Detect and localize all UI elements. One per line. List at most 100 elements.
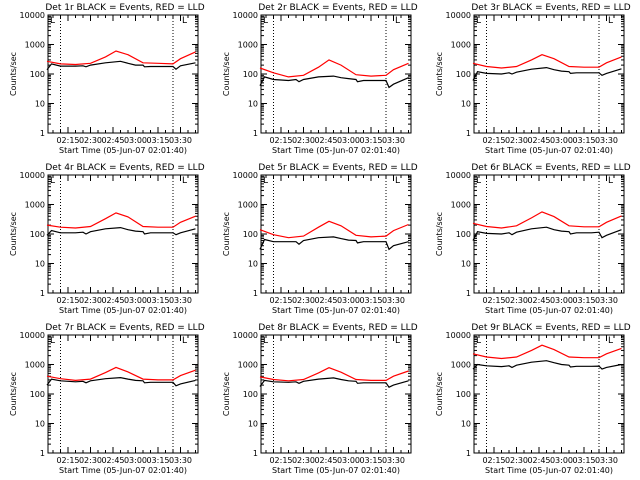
y-tick-label: 10 [35,260,45,269]
y-tick-label: 10000 [233,11,258,20]
corner-mark-left: L [50,176,55,186]
y-tick-label: 10000 [20,11,45,20]
x-tick-label: 02:15 [482,136,505,145]
corner-mark-right: L [395,336,400,346]
y-tick-label: 10000 [20,171,45,180]
y-tick-label: 10 [461,260,471,269]
corner-mark-right: L [608,336,613,346]
x-tick-label: 03:30 [169,456,192,465]
y-axis-title: Counts/sec [9,52,18,96]
corner-mark-left: L [476,176,481,186]
x-tick-label: 02:15 [269,136,292,145]
x-tick-label: 02:45 [527,136,550,145]
y-tick-label: 100 [456,70,471,79]
x-tick-label: 03:30 [595,296,618,305]
y-tick-label: 1 [40,449,45,458]
panel-title: Det 6r BLACK = Events, RED = LLD [471,163,630,173]
events-rate-line [259,236,409,251]
y-tick-label: 10 [248,420,258,429]
panel-det-2: Det 2r BLACK = Events, RED = LLD 1 10 100 10… [222,3,418,155]
panel-title: Det 1r BLACK = Events, RED = LLD [45,3,204,13]
corner-mark-left: L [50,16,55,26]
x-tick-label: 02:30 [505,296,528,305]
y-tick-label: 10000 [233,171,258,180]
x-tick-label: 02:45 [314,296,337,305]
x-tick-label: 02:45 [101,136,124,145]
y-tick-label: 10 [248,260,258,269]
y-axis-title: Counts/sec [222,212,231,256]
x-tick-label: 03:15 [572,136,595,145]
x-tick-label: 02:15 [269,296,292,305]
y-tick-label: 1 [253,129,258,138]
y-tick-label: 1000 [238,201,258,210]
panel-det-5: Det 5r BLACK = Events, RED = LLD 1 10 100 10… [222,163,418,315]
lld-rate-line [46,212,196,229]
panel-title: Det 3r BLACK = Events, RED = LLD [471,3,630,13]
y-tick-label: 100 [243,70,258,79]
y-tick-label: 10000 [446,331,471,340]
x-tick-label: 02:15 [56,136,79,145]
y-tick-label: 1 [40,129,45,138]
y-tick-label: 10000 [233,331,258,340]
y-tick-label: 10000 [20,331,45,340]
x-tick-label: 03:00 [550,136,573,145]
panel-det-4: Det 4r BLACK = Events, RED = LLD 1 10 100 10… [9,163,205,315]
y-tick-label: 1 [253,289,258,298]
x-tick-label: 03:15 [146,296,169,305]
corner-mark-left: L [476,16,481,26]
y-tick-label: 10 [35,420,45,429]
y-tick-label: 10 [35,100,45,109]
y-tick-label: 1 [253,449,258,458]
corner-mark-right: L [395,176,400,186]
y-tick-label: 1000 [238,41,258,50]
y-tick-label: 1 [466,449,471,458]
x-tick-label: 02:30 [79,296,102,305]
corner-mark-left: L [263,176,268,186]
panel-title: Det 2r BLACK = Events, RED = LLD [258,3,417,13]
x-axis-title: Start Time (05-Jun-07 02:01:40) [272,466,400,475]
y-tick-label: 1 [466,129,471,138]
panel-title: Det 4r BLACK = Events, RED = LLD [45,163,204,173]
x-axis-title: Start Time (05-Jun-07 02:01:40) [485,306,613,315]
panel-det-1: Det 1r BLACK = Events, RED = LLD 1 10 100 10… [9,3,205,155]
y-tick-label: 1000 [25,41,45,50]
x-tick-label: 02:45 [101,456,124,465]
x-tick-label: 03:30 [382,456,405,465]
x-axis-title: Start Time (05-Jun-07 02:01:40) [59,306,187,315]
x-tick-label: 03:00 [337,296,360,305]
lld-rate-line [472,344,622,360]
corner-mark-right: L [182,16,187,26]
panel-det-3: Det 3r BLACK = Events, RED = LLD 1 10 100 10… [435,3,631,155]
events-rate-line [46,376,196,387]
corner-mark-left: L [263,16,268,26]
corner-mark-left: L [50,336,55,346]
y-tick-label: 1 [40,289,45,298]
x-tick-label: 03:00 [124,296,147,305]
y-tick-label: 1000 [451,201,471,210]
y-tick-label: 10000 [446,11,471,20]
x-axis-title: Start Time (05-Jun-07 02:01:40) [272,146,400,155]
lld-rate-line [472,211,622,229]
x-tick-label: 02:45 [314,456,337,465]
x-tick-label: 02:45 [527,456,550,465]
panel-title: Det 8r BLACK = Events, RED = LLD [258,323,417,333]
x-tick-label: 02:30 [292,296,315,305]
events-rate-line [46,60,196,71]
x-tick-label: 02:15 [482,296,505,305]
lld-rate-line [259,367,409,382]
x-tick-label: 02:30 [505,456,528,465]
y-tick-label: 100 [30,390,45,399]
x-tick-label: 02:15 [56,296,79,305]
x-tick-label: 03:30 [169,296,192,305]
y-axis-title: Counts/sec [435,212,444,256]
x-tick-label: 03:15 [359,296,382,305]
panel-det-8: Det 8r BLACK = Events, RED = LLD 1 10 100 10… [222,323,418,475]
y-tick-label: 1000 [238,361,258,370]
x-tick-label: 03:00 [124,456,147,465]
y-tick-label: 100 [243,230,258,239]
x-axis-title: Start Time (05-Jun-07 02:01:40) [59,146,187,155]
x-tick-label: 03:30 [382,296,405,305]
corner-mark-right: L [182,176,187,186]
x-tick-label: 03:15 [359,136,382,145]
